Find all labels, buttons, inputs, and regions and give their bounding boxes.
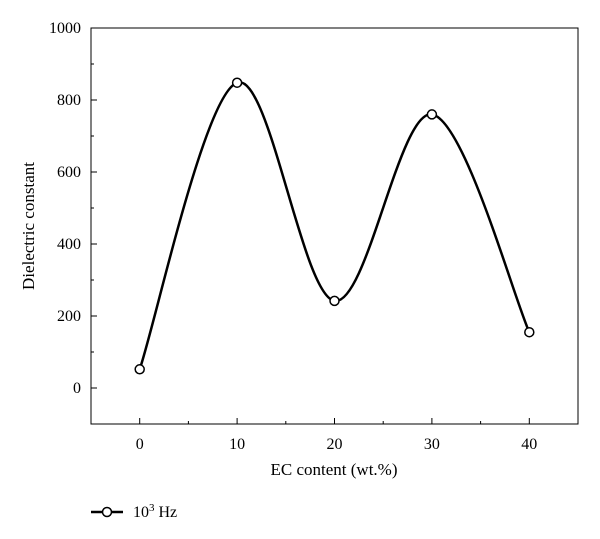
y-axis-title: Dielectric constant <box>19 162 38 290</box>
data-point-marker <box>426 109 438 120</box>
plot-frame <box>90 27 579 425</box>
legend: 103 Hz <box>91 502 177 521</box>
data-point-marker <box>329 295 340 307</box>
x-axis-ticks: 0 10 20 30 40 <box>90 418 579 453</box>
y-tick-label: 200 <box>57 308 81 325</box>
x-tick-label: 30 <box>424 436 440 453</box>
legend-label-unit: Hz <box>155 504 178 521</box>
series-layer <box>134 77 535 375</box>
x-axis-title: EC content (wt.%) <box>271 460 398 479</box>
y-tick-label: 800 <box>57 92 81 109</box>
legend-label: 103 Hz <box>133 502 177 521</box>
x-tick-label: 40 <box>521 436 537 453</box>
y-tick-label: 600 <box>57 164 81 181</box>
series-line <box>138 81 531 370</box>
x-tick-label: 20 <box>327 436 343 453</box>
y-tick-label: 0 <box>73 380 81 397</box>
y-tick-label: 1000 <box>49 20 81 37</box>
data-point-marker <box>524 326 535 338</box>
legend-label-sup: 3 <box>149 502 155 514</box>
legend-marker <box>101 506 113 518</box>
y-tick-label: 400 <box>57 236 81 253</box>
y-axis-ticks: 0 200 400 600 800 1000 <box>49 20 97 425</box>
x-tick-label: 0 <box>136 436 144 453</box>
x-tick-label: 10 <box>229 436 245 453</box>
data-point-marker <box>231 77 243 88</box>
data-point-marker <box>134 364 145 375</box>
legend-label-base: 10 <box>133 504 149 521</box>
